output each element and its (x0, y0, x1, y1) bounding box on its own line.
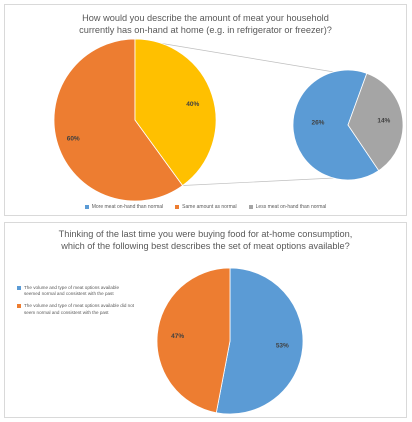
main-pie-label-same: 60% (67, 135, 80, 142)
legend-swatch-normal (17, 286, 21, 290)
chart-2-title-line-2: which of the following best describes th… (61, 241, 350, 251)
chart-2-title: Thinking of the last time you were buyin… (5, 228, 406, 252)
legend-item-not-normal: The volume and type of meat options avai… (17, 303, 135, 315)
secondary-pie-slice-less (347, 72, 404, 172)
secondary-pie-slice-more (292, 69, 380, 181)
secondary-pie-label-less: 14% (377, 118, 390, 125)
chart-panel-bottom: Thinking of the last time you were buyin… (4, 222, 407, 418)
chart-1-title-line-1: How would you describe the amount of mea… (82, 13, 329, 23)
main-pie-slice-more (134, 38, 217, 187)
chart-1-title: How would you describe the amount of mea… (5, 12, 406, 36)
connector-line-bottom (182, 177, 335, 186)
connector-line-top (134, 38, 335, 73)
chart-1-legend: More meat on-hand than normal Same amoun… (5, 204, 406, 210)
legend-label-not-normal: The volume and type of meat options avai… (24, 303, 135, 315)
legend-label-normal: The volume and type of meat options avai… (24, 285, 119, 297)
legend-swatch-same (175, 205, 180, 209)
legend-item-less: Less meat on-hand than normal (248, 204, 327, 210)
secondary-pie-label-more: 26% (311, 119, 324, 126)
chart-1-title-line-2: currently has on-hand at home (e.g. in r… (79, 25, 332, 35)
chart-panel-top: How would you describe the amount of mea… (4, 4, 407, 216)
pie-slice-not-normal (156, 267, 231, 414)
legend-swatch-more (84, 205, 89, 209)
legend-item-more: More meat on-hand than normal (84, 204, 164, 210)
legend-swatch-not-normal (17, 304, 21, 309)
pie-label-not-normal: 47% (171, 333, 184, 340)
main-pie-label-more: 40% (186, 101, 199, 108)
legend-label-less: Less meat on-hand than normal (255, 204, 327, 210)
main-pie-slice-same (53, 38, 184, 202)
chart-2-plot: 53% 47% (156, 267, 304, 415)
pie-slice-normal (215, 267, 304, 415)
legend-item-same: Same amount as normal (175, 204, 237, 210)
chart-2-title-line-1: Thinking of the last time you were buyin… (58, 229, 353, 239)
legend-label-same: Same amount as normal (182, 204, 237, 210)
legend-swatch-less (248, 205, 253, 209)
chart-1-plot: 40% 60% 26% 14% (53, 38, 404, 202)
legend-label-more: More meat on-hand than normal (91, 204, 164, 210)
legend-item-normal: The volume and type of meat options avai… (17, 285, 135, 297)
pie-label-normal: 53% (276, 343, 289, 350)
chart-2-legend: The volume and type of meat options avai… (17, 285, 135, 322)
